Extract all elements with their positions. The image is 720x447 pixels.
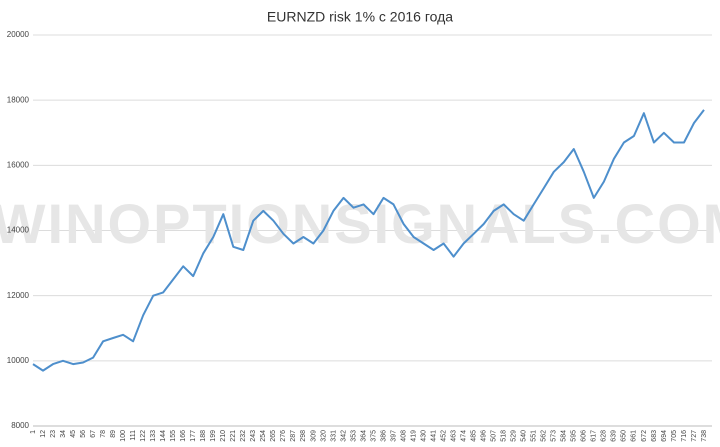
x-tick-label: 463: [450, 430, 457, 442]
x-tick-label: 375: [370, 430, 377, 442]
x-tick-label: 694: [661, 430, 668, 442]
x-tick-label: 122: [140, 430, 147, 442]
x-tick-label: 364: [360, 430, 367, 442]
x-tick-label: 562: [541, 430, 548, 442]
x-tick-label: 78: [100, 430, 107, 438]
x-tick-label: 485: [471, 430, 478, 442]
x-tick-label: 67: [90, 430, 97, 438]
x-tick-label: 441: [430, 430, 437, 442]
x-tick-label: 672: [641, 430, 648, 442]
x-tick-label: 287: [290, 430, 297, 442]
x-tick-label: 452: [440, 430, 447, 442]
watermark: WINOPTIONSIGNALS.COM: [0, 192, 720, 255]
x-tick-label: 386: [380, 430, 387, 442]
x-tick-label: 177: [190, 430, 197, 442]
y-tick-label: 12000: [7, 291, 30, 300]
x-tick-label: 133: [150, 430, 157, 442]
x-tick-label: 144: [160, 430, 167, 442]
x-tick-label: 254: [260, 430, 267, 442]
x-tick-label: 89: [110, 430, 117, 438]
x-tick-label: 331: [330, 430, 337, 442]
x-tick-label: 507: [491, 430, 498, 442]
x-tick-label: 155: [170, 430, 177, 442]
x-tick-label: 606: [581, 430, 588, 442]
x-tick-label: 12: [40, 430, 47, 438]
x-tick-label: 683: [651, 430, 658, 442]
x-tick-label: 408: [400, 430, 407, 442]
x-tick-label: 276: [280, 430, 287, 442]
x-tick-label: 298: [300, 430, 307, 442]
x-tick-label: 650: [621, 430, 628, 442]
x-tick-label: 100: [120, 430, 127, 442]
x-tick-label: 1: [30, 430, 37, 434]
chart-title: EURNZD risk 1% с 2016 года: [267, 9, 453, 25]
x-tick-label: 529: [511, 430, 518, 442]
x-tick-label: 265: [270, 430, 277, 442]
x-tick-label: 210: [220, 430, 227, 442]
y-tick-label: 16000: [7, 160, 30, 169]
x-tick-label: 496: [481, 430, 488, 442]
x-tick-label: 595: [571, 430, 578, 442]
x-tick-label: 342: [340, 430, 347, 442]
x-tick-label: 243: [250, 430, 257, 442]
x-tick-label: 309: [310, 430, 317, 442]
y-tick-label: 20000: [7, 30, 30, 39]
x-tick-label: 628: [601, 430, 608, 442]
x-tick-label: 540: [521, 430, 528, 442]
y-tick-label: 10000: [7, 356, 30, 365]
x-tick-label: 661: [631, 430, 638, 442]
x-tick-label: 518: [501, 430, 508, 442]
x-tick-label: 56: [80, 430, 87, 438]
x-tick-label: 353: [350, 430, 357, 442]
x-tick-label: 430: [420, 430, 427, 442]
y-tick-label: 18000: [7, 95, 30, 104]
x-tick-label: 221: [230, 430, 237, 442]
x-tick-label: 111: [130, 430, 137, 441]
x-tick-label: 573: [551, 430, 558, 442]
x-tick-label: 199: [210, 430, 217, 442]
x-tick-label: 639: [611, 430, 618, 442]
x-tick-label: 419: [410, 430, 417, 442]
x-tick-label: 705: [671, 430, 678, 442]
x-tick-label: 23: [50, 430, 57, 438]
x-tick-label: 738: [701, 430, 708, 442]
x-tick-label: 617: [591, 430, 598, 442]
x-tick-label: 232: [240, 430, 247, 442]
x-tick-label: 397: [390, 430, 397, 442]
x-tick-label: 166: [180, 430, 187, 442]
x-tick-label: 474: [460, 430, 467, 442]
x-tick-label: 320: [320, 430, 327, 442]
x-tick-label: 716: [681, 430, 688, 442]
y-tick-label: 8000: [11, 421, 29, 430]
x-tick-label: 188: [200, 430, 207, 442]
x-tick-label: 45: [70, 430, 77, 438]
x-tick-label: 551: [531, 430, 538, 442]
x-tick-label: 584: [561, 430, 568, 442]
data-line: [32, 109, 705, 372]
y-tick-label: 14000: [7, 226, 30, 235]
x-tick-label: 34: [60, 430, 67, 438]
x-tick-label: 727: [691, 430, 698, 442]
